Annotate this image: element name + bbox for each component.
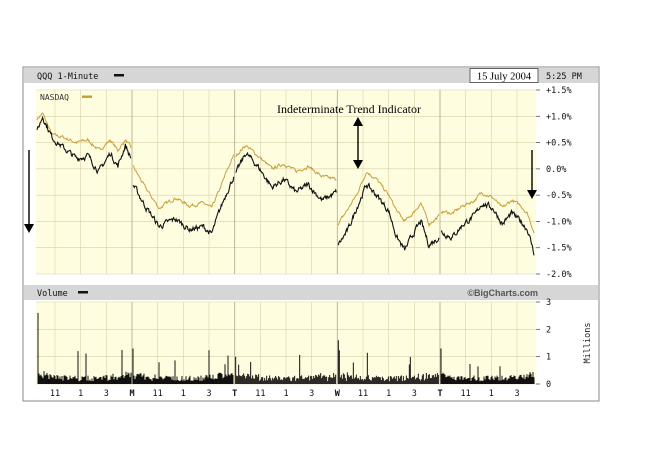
volume-y-axis: 3 2 1 0: [536, 298, 551, 390]
nasdaq-line: [132, 154, 235, 210]
x-tick-label: 1: [386, 389, 391, 399]
x-tick-label: W: [335, 389, 341, 399]
x-tick-label: 1: [78, 389, 83, 399]
x-tick-label: 3: [412, 389, 417, 399]
x-tick-label: 1: [181, 389, 186, 399]
annotation-double-arrow: [353, 117, 363, 169]
volume-y-tick-label: 2: [546, 325, 551, 335]
nasdaq-line: [36, 112, 132, 152]
x-tick-label: 11: [461, 389, 471, 399]
price-series-group: [36, 112, 535, 256]
volume-y-tick-label: 1: [546, 353, 551, 363]
right-down-arrow: [527, 150, 537, 199]
left-down-arrow: [24, 150, 34, 233]
x-tick-label: M: [129, 389, 134, 399]
x-tick-label: 1: [283, 389, 288, 399]
qqq-line: [235, 151, 337, 202]
nasdaq-line: [337, 171, 440, 228]
price-y-tick-label: -2.0%: [546, 270, 572, 280]
x-tick-label: 11: [255, 389, 265, 399]
price-y-tick-label: -1.5%: [546, 244, 572, 254]
volume-legend-label: Volume: [37, 289, 68, 299]
price-y-tick-label: 0.0%: [546, 165, 566, 175]
bigcharts-credit: ©BigCharts.com: [467, 288, 538, 298]
volume-bars-group: [37, 312, 535, 384]
date-box: [469, 68, 539, 83]
x-tick-label: 3: [309, 389, 314, 399]
x-tick-label: 11: [358, 389, 368, 399]
price-y-tick-label: +0.5%: [546, 139, 572, 149]
nasdaq-legend-label: NASDAQ: [40, 93, 69, 102]
x-axis: 11 1 3 M 11 1 3 T 11 1 3 W 11 1 3 T 11 1 3: [50, 389, 520, 399]
price-y-tick-label: -0.5%: [546, 191, 572, 201]
volume-legend-swatch: [78, 291, 88, 294]
x-tick-label: 11: [50, 389, 60, 399]
qqq-line: [36, 115, 132, 175]
volume-y-tick-label: 0: [546, 380, 551, 390]
x-tick-label: 3: [206, 389, 211, 399]
nasdaq-line: [235, 145, 337, 182]
price-y-tick-label: -1.0%: [546, 217, 572, 227]
qqq-line: [440, 200, 535, 256]
x-tick-label: 3: [514, 389, 519, 399]
symbol-legend-swatch: [114, 74, 124, 77]
volume-header-bar: [24, 285, 598, 300]
time-label: 5:25 PM: [546, 72, 582, 82]
x-tick-label: 11: [153, 389, 163, 399]
trend-annotation: Indeterminate Trend Indicator: [277, 102, 421, 116]
volume-y-tick-label: 3: [546, 298, 551, 308]
price-y-tick-label: +1.0%: [546, 112, 572, 122]
x-tick-label: 3: [104, 389, 109, 399]
price-y-axis: +1.5% +1.0% +0.5% 0.0% -0.5% -1.0% -1.5% -2.0%: [536, 86, 572, 280]
header-bar: [24, 68, 598, 83]
qqq-line: [337, 182, 440, 251]
x-tick-label: 1: [489, 389, 494, 399]
price-grid: [36, 89, 536, 275]
symbol-label: QQQ 1-Minute: [37, 72, 98, 82]
nasdaq-legend-swatch: [82, 95, 92, 98]
x-tick-label: T: [437, 389, 442, 399]
price-y-tick-label: +1.5%: [546, 86, 572, 96]
date-label: 15 July 2004: [477, 72, 532, 83]
qqq-line: [132, 176, 235, 235]
nasdaq-line: [440, 191, 535, 234]
volume-unit-label: Millions: [583, 323, 593, 364]
x-tick-label: T: [232, 389, 237, 399]
